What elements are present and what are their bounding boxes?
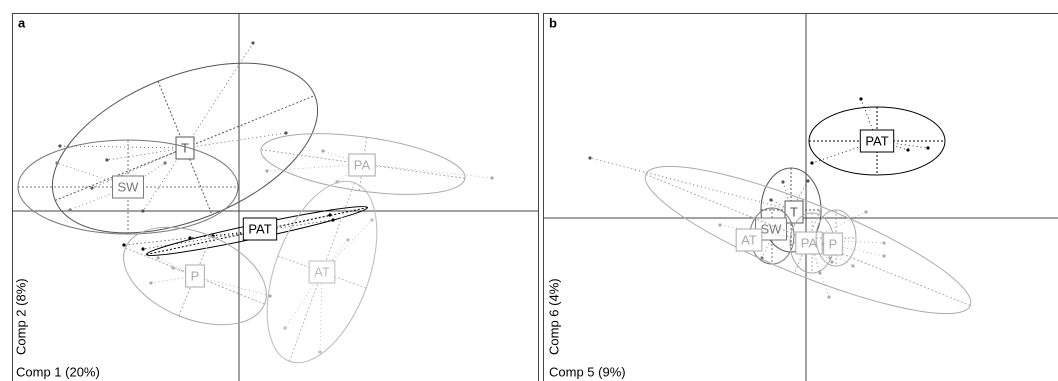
x-axis-label: Comp 1 (20%) (16, 364, 100, 379)
group-label: AT (314, 264, 330, 279)
group-label: P (191, 268, 200, 283)
point (864, 210, 868, 214)
panel-label: b (549, 15, 557, 30)
star-line (719, 224, 809, 241)
group-label: AT (741, 232, 757, 247)
point (810, 161, 814, 165)
point (163, 161, 167, 165)
point (156, 256, 160, 260)
star-line (319, 271, 323, 353)
group-label-box (859, 129, 895, 153)
point (827, 295, 831, 299)
point (851, 264, 855, 268)
point (830, 260, 834, 264)
group-label: PAT (865, 133, 888, 148)
star-line (142, 230, 258, 250)
panel-label: a (18, 15, 26, 30)
group-label: SW (761, 221, 783, 236)
group-label-box (823, 232, 843, 256)
group-label-box (308, 260, 336, 284)
point (141, 247, 145, 251)
point (882, 254, 886, 258)
group-label: SW (118, 179, 140, 194)
point (370, 218, 374, 222)
point (171, 266, 175, 270)
point (55, 161, 59, 165)
point (122, 243, 126, 247)
point (859, 97, 863, 101)
star-line (59, 145, 186, 149)
group-label-box (735, 228, 763, 252)
point (906, 148, 910, 152)
group-label-box (175, 136, 195, 160)
group-label: PA (354, 157, 371, 172)
point (781, 180, 785, 184)
point (328, 213, 332, 217)
point (284, 131, 288, 135)
star-line (266, 163, 364, 172)
point (331, 218, 335, 222)
point (251, 41, 255, 45)
group-label-box (242, 217, 278, 241)
point (268, 294, 272, 298)
group-label-box (112, 175, 144, 199)
point (58, 144, 62, 148)
group-label: T (790, 204, 798, 219)
point (149, 281, 153, 285)
star-line (790, 180, 809, 211)
ellipse-axis (125, 247, 265, 305)
star-line (589, 157, 792, 211)
star-line (194, 275, 271, 297)
star-line (127, 162, 166, 188)
y-axis-label: Comp 6 (4%) (546, 278, 561, 355)
group-label: T (181, 140, 189, 155)
point (882, 241, 886, 245)
group-label: P (829, 236, 838, 251)
group-label-box (185, 264, 205, 288)
group-label: PAT (248, 221, 271, 236)
point (188, 236, 192, 240)
point (828, 256, 832, 260)
group-label-box (348, 153, 376, 177)
star-line (362, 163, 493, 179)
point (490, 176, 494, 180)
point (318, 350, 322, 354)
point (68, 208, 72, 212)
point (105, 158, 109, 162)
point (769, 198, 773, 202)
point (265, 169, 269, 173)
star-line (157, 257, 196, 277)
point (141, 209, 145, 213)
x-axis-label: Comp 5 (9%) (549, 364, 626, 379)
group-label: PA (801, 235, 818, 250)
point (321, 149, 325, 153)
group-label-box (784, 200, 804, 224)
point (926, 146, 930, 150)
point (806, 179, 810, 183)
point (346, 238, 350, 242)
star-line (807, 211, 867, 241)
point (588, 156, 592, 160)
point (718, 223, 722, 227)
point (818, 271, 822, 275)
star-line (106, 147, 186, 161)
point (283, 326, 287, 330)
star-line (91, 147, 186, 189)
y-axis-label: Comp 2 (8%) (13, 278, 28, 355)
panel-frame (543, 13, 1058, 381)
star-line (184, 42, 254, 149)
star-line (321, 239, 349, 273)
panel-frame (12, 13, 539, 381)
ellipse-axis (358, 137, 368, 191)
